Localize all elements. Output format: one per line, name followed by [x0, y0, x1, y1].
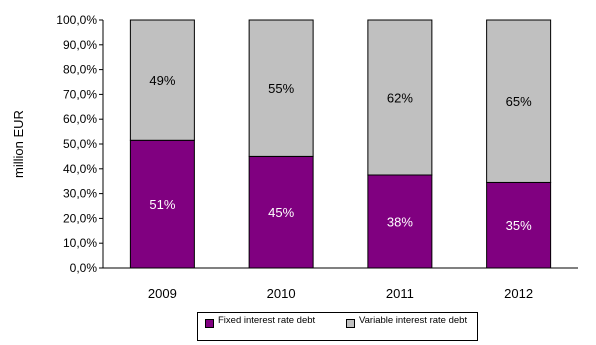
y-axis-title: million EUR	[11, 110, 26, 178]
y-tick-label: 50,0%	[63, 137, 97, 151]
bar-fixed-2011	[367, 174, 433, 269]
legend: Fixed interest rate debt Variable intere…	[197, 312, 478, 341]
legend-item-fixed: Fixed interest rate debt	[205, 315, 316, 328]
y-tick-label: 20,0%	[63, 211, 97, 225]
bar-fixed-2010	[248, 155, 314, 269]
bar-data-label: 65%	[506, 94, 532, 109]
bar-data-label: 49%	[149, 73, 175, 88]
bar-data-label: 38%	[387, 215, 413, 230]
bar-data-label: 45%	[268, 205, 294, 220]
bar-data-label: 35%	[506, 218, 532, 233]
bar-data-label: 55%	[268, 81, 294, 96]
x-tick-label: 2011	[386, 286, 414, 301]
x-tick-label: 2009	[148, 286, 177, 301]
x-tick-label: 2012	[504, 286, 533, 301]
bar-variable-2009	[129, 19, 195, 141]
legend-label-fixed: Fixed interest rate debt	[218, 315, 316, 326]
y-tick-label: 80,0%	[63, 63, 97, 77]
bar-data-label: 51%	[149, 197, 175, 212]
bar-variable-2010	[248, 19, 314, 157]
y-tick-label: 60,0%	[63, 112, 97, 126]
bar-variable-2012	[486, 19, 552, 183]
legend-swatch-fixed	[205, 319, 214, 328]
y-axis-ticks	[99, 19, 103, 269]
bar-variable-2011	[367, 19, 433, 176]
y-tick-label: 100,0%	[56, 13, 97, 27]
y-tick-label: 10,0%	[63, 236, 97, 250]
bars: 51% 49% 45% 55% 38% 62% 35% 65%	[129, 19, 552, 269]
x-tick-label: 2010	[267, 286, 296, 301]
bar-fixed-2009	[129, 139, 195, 269]
y-tick-label: 40,0%	[63, 162, 97, 176]
legend-item-variable: Variable interest rate debt	[346, 315, 472, 328]
y-tick-label: 0,0%	[70, 261, 98, 275]
legend-label-variable: Variable interest rate debt	[359, 315, 468, 326]
y-tick-label: 30,0%	[63, 187, 97, 201]
y-tick-label: 70,0%	[63, 87, 97, 101]
y-axis-tick-labels: 0,0% 10,0% 20,0% 30,0% 40,0% 50,0% 60,0% 70,0% 8…	[56, 13, 97, 275]
bar-data-label: 62%	[387, 91, 413, 106]
legend-swatch-variable	[346, 319, 355, 328]
x-axis-tick-labels: 2009 2010 2011 2012	[148, 286, 533, 301]
y-tick-label: 90,0%	[63, 38, 97, 52]
